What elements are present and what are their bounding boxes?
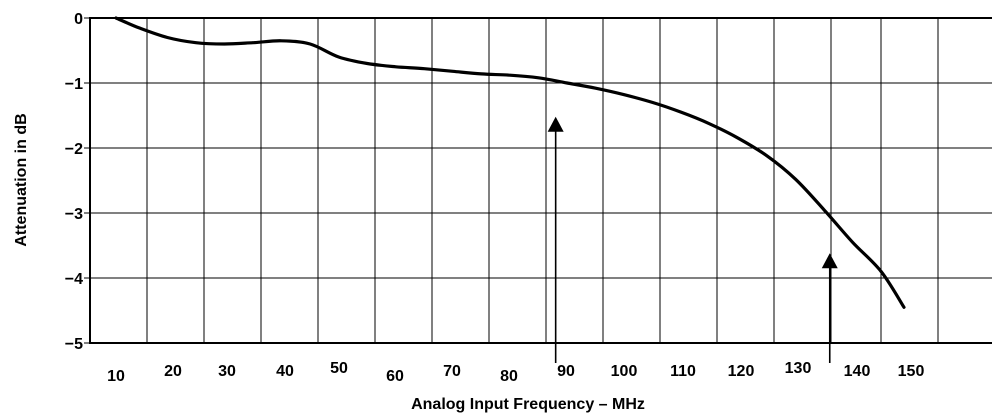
- x-tick-label: 50: [330, 360, 348, 377]
- grid-lines: [84, 17, 992, 344]
- x-tick-label: 90: [557, 363, 575, 380]
- x-axis-label: Analog Input Frequency – MHz: [411, 396, 645, 413]
- x-tick-label: 150: [898, 363, 925, 380]
- y-tick-label: −4: [65, 271, 83, 288]
- y-tick-label: −1: [65, 76, 83, 93]
- y-axis-label: Attenuation in dB: [13, 113, 30, 246]
- x-tick-label: 20: [164, 363, 182, 380]
- x-tick-label: 70: [443, 363, 461, 380]
- x-tick-label: 30: [218, 363, 236, 380]
- arrow-up-marker: [821, 253, 838, 269]
- x-tick-label: 140: [844, 363, 871, 380]
- y-tick-label: −2: [65, 141, 83, 158]
- plot-frame: [89, 17, 992, 344]
- x-tick-label: 110: [670, 363, 696, 380]
- frequency-markers: [547, 116, 838, 363]
- x-tick-labels: 10 20 30 40 50 60 70 80 90 100 110 120 130 140 150: [107, 360, 924, 385]
- x-tick-label: 100: [611, 363, 638, 380]
- x-tick-label: 60: [386, 368, 404, 385]
- arrow-up-marker: [547, 116, 564, 132]
- x-tick-label: 130: [785, 360, 812, 377]
- y-tick-labels: 0 −1 −2 −3 −4 −5: [65, 11, 83, 353]
- x-tick-label: 40: [276, 363, 294, 380]
- x-tick-label: 120: [728, 363, 755, 380]
- y-tick-label: 0: [74, 11, 83, 28]
- y-tick-label: −3: [65, 206, 83, 223]
- x-tick-label: 80: [500, 368, 518, 385]
- attenuation-curve: [114, 16, 906, 309]
- x-tick-label: 10: [107, 368, 125, 385]
- y-tick-label: −5: [65, 336, 83, 353]
